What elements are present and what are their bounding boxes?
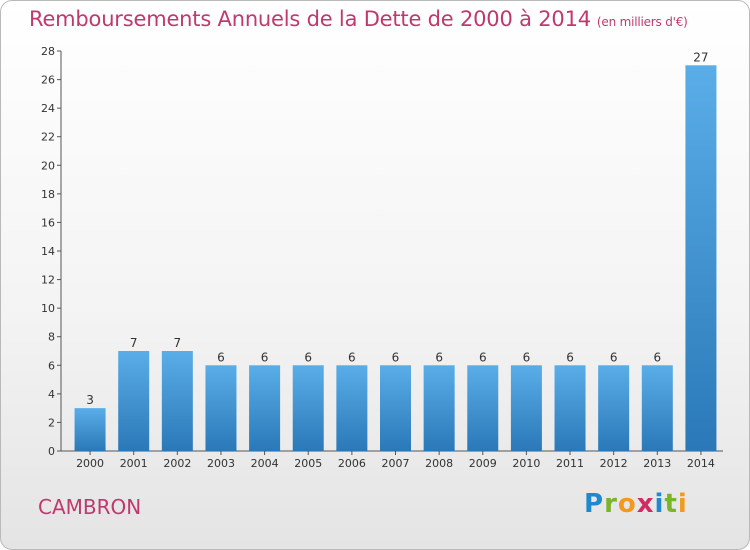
bar bbox=[423, 365, 455, 451]
y-tick-label: 10 bbox=[41, 302, 55, 315]
bars bbox=[74, 65, 717, 452]
commune-name: CAMBRON bbox=[38, 495, 142, 519]
data-label: 6 bbox=[566, 350, 574, 364]
chart-subtitle: (en milliers d'€) bbox=[596, 15, 688, 29]
x-tick-label: 2002 bbox=[163, 457, 191, 470]
bar bbox=[598, 365, 630, 451]
x-tick-label: 2012 bbox=[600, 457, 628, 470]
y-tick-label: 0 bbox=[48, 445, 55, 458]
data-label: 6 bbox=[304, 350, 312, 364]
logo-letter: x bbox=[636, 489, 655, 519]
bar bbox=[380, 365, 411, 451]
y-tick-label: 26 bbox=[41, 74, 55, 87]
y-tick-label: 18 bbox=[41, 188, 55, 201]
bar bbox=[292, 365, 324, 451]
x-tick-label: 2007 bbox=[382, 457, 410, 470]
y-tick-label: 20 bbox=[41, 159, 55, 172]
y-tick-label: 16 bbox=[41, 216, 55, 229]
x-tick-label: 2003 bbox=[207, 457, 235, 470]
logo-letter: t bbox=[664, 489, 678, 519]
y-tick-label: 14 bbox=[41, 245, 55, 258]
y-tick-label: 6 bbox=[48, 359, 55, 372]
bar bbox=[74, 408, 106, 451]
y-tick-label: 28 bbox=[41, 45, 55, 58]
bar bbox=[336, 365, 368, 451]
data-label: 6 bbox=[653, 350, 661, 364]
data-label: 7 bbox=[130, 336, 138, 350]
x-tick-label: 2005 bbox=[294, 457, 322, 470]
chart-title-text: Remboursements Annuels de la Dette de 20… bbox=[29, 7, 591, 31]
x-tick-label: 2013 bbox=[643, 457, 671, 470]
x-tick-label: 2004 bbox=[251, 457, 279, 470]
x-tick-label: 2001 bbox=[120, 457, 148, 470]
data-label: 6 bbox=[217, 350, 225, 364]
data-label: 6 bbox=[610, 350, 618, 364]
data-label: 6 bbox=[479, 350, 487, 364]
x-tick-label: 2008 bbox=[425, 457, 453, 470]
data-label: 6 bbox=[261, 350, 269, 364]
logo-letter: i bbox=[677, 489, 688, 519]
x-tick-label: 2009 bbox=[469, 457, 497, 470]
logo-letter: P bbox=[584, 489, 605, 519]
x-tick-label: 2011 bbox=[556, 457, 584, 470]
data-label: 6 bbox=[523, 350, 531, 364]
x-tick-label: 2010 bbox=[512, 457, 540, 470]
data-label: 27 bbox=[693, 50, 708, 64]
bar bbox=[467, 365, 499, 451]
y-tick-label: 8 bbox=[48, 331, 55, 344]
bar bbox=[205, 365, 237, 451]
y-tick-label: 4 bbox=[48, 388, 55, 401]
bar bbox=[118, 351, 150, 451]
proxiti-logo: Proxiti bbox=[584, 489, 688, 519]
bar bbox=[510, 365, 542, 451]
x-tick-label: 2014 bbox=[687, 457, 715, 470]
bar bbox=[161, 351, 193, 451]
bar bbox=[641, 365, 673, 451]
data-label: 3 bbox=[86, 393, 94, 407]
logo-letter: r bbox=[604, 489, 618, 519]
data-label: 7 bbox=[174, 336, 182, 350]
data-labels: 3 7 7 6 6 6 6 6 6 6 6 6 6 6 27 bbox=[86, 50, 708, 407]
y-tick-label: 12 bbox=[41, 274, 55, 287]
data-label: 6 bbox=[348, 350, 356, 364]
y-tick-label: 2 bbox=[48, 416, 55, 429]
data-label: 6 bbox=[392, 350, 400, 364]
logo-letter: i bbox=[654, 489, 665, 519]
y-tick-label: 24 bbox=[41, 102, 55, 115]
bar bbox=[249, 365, 281, 451]
data-label: 6 bbox=[435, 350, 443, 364]
y-tick-label: 22 bbox=[41, 131, 55, 144]
x-tick-label: 2000 bbox=[76, 457, 104, 470]
logo-letter: o bbox=[617, 489, 637, 519]
bar bbox=[554, 365, 586, 451]
chart-title: Remboursements Annuels de la Dette de 20… bbox=[29, 7, 688, 31]
x-tick-label: 2006 bbox=[338, 457, 366, 470]
bar bbox=[685, 65, 717, 452]
